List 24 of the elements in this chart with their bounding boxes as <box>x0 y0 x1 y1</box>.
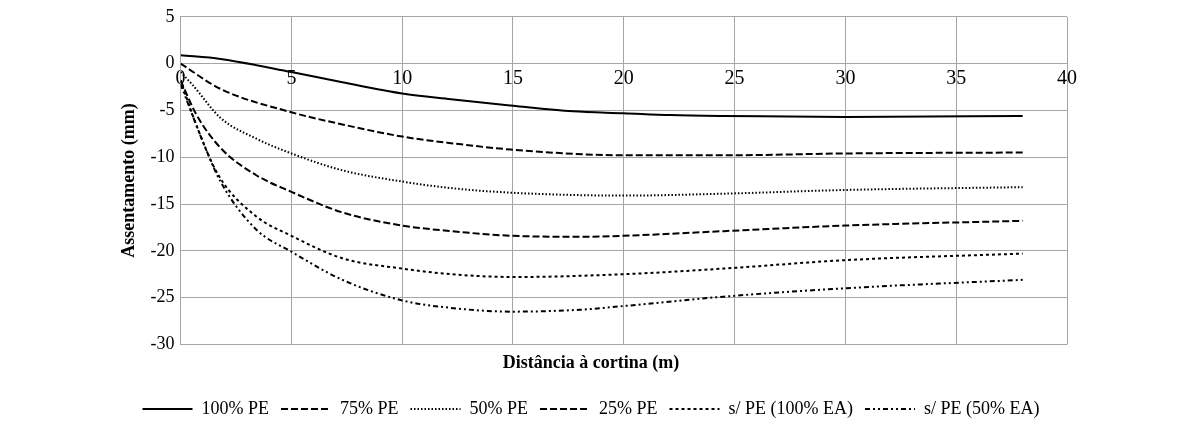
y-tick-label: -20 <box>150 239 175 260</box>
y-tick-label: 5 <box>165 5 175 26</box>
x-tick-label: 30 <box>835 65 856 88</box>
x-tick-label: 15 <box>503 65 523 88</box>
y-tick-label: -5 <box>159 99 175 120</box>
y-axis-title: Assentamento (mm) <box>118 103 140 258</box>
legend-label: 100% PE <box>201 397 270 418</box>
y-tick-label: -10 <box>150 145 175 166</box>
x-tick-label: 35 <box>946 65 967 88</box>
y-tick-label: -30 <box>150 333 175 354</box>
x-axis-title: Distância à cortina (m) <box>502 351 680 373</box>
y-tick-label: -25 <box>150 286 175 307</box>
legend-label: 75% PE <box>340 397 399 418</box>
legend-label: s/ PE (50% EA) <box>924 397 1040 419</box>
y-tick-label: -15 <box>150 192 175 213</box>
x-tick-label: 40 <box>1057 65 1077 88</box>
legend-label: 25% PE <box>599 397 658 418</box>
x-tick-label: 20 <box>613 65 634 88</box>
legend-label: s/ PE (100% EA) <box>728 397 854 419</box>
x-tick-label: 10 <box>392 65 413 88</box>
x-tick-label: 25 <box>724 65 745 88</box>
line-series <box>180 83 1024 313</box>
y-tick-label: 0 <box>165 52 175 73</box>
legend-label: 50% PE <box>469 397 529 418</box>
